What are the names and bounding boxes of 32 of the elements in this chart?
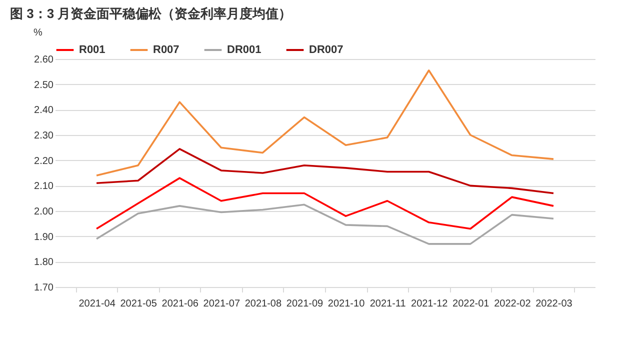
- chart-title: 图 3：3 月资金面平稳偏松（资金利率月度均值）: [10, 6, 292, 21]
- line-series: [96, 148, 554, 194]
- y-tick-label: 2.40: [34, 105, 54, 116]
- legend-label: R001: [79, 44, 106, 56]
- y-tick-label: 2.60: [34, 54, 54, 66]
- legend-label: DR001: [227, 44, 262, 56]
- y-tick-label: 1.80: [34, 257, 54, 268]
- x-tick-label: 2021-08: [244, 298, 282, 310]
- x-tick-label: 2021-05: [120, 298, 158, 310]
- line-series: [96, 204, 554, 245]
- legend-label: DR007: [309, 44, 344, 56]
- y-tick-label: 2.30: [34, 130, 54, 142]
- y-tick-label: 2.10: [34, 181, 54, 192]
- y-tick-label: 2.20: [34, 156, 54, 167]
- x-tick-label: 2021-09: [286, 298, 324, 310]
- x-tick-label: 2021-11: [370, 298, 406, 310]
- x-tick-label: 2022-01: [452, 298, 490, 310]
- x-tick-label: 2021-06: [162, 298, 199, 310]
- legend-label: R007: [153, 44, 180, 56]
- y-tick-label: 2.50: [34, 80, 54, 91]
- x-tick-label: 2021-07: [203, 298, 240, 310]
- line-series: [96, 70, 554, 176]
- x-tick-label: 2021-12: [410, 298, 448, 310]
- x-tick-label: 2021-04: [78, 298, 116, 310]
- y-tick-label: 1.70: [34, 282, 54, 294]
- line-series: [96, 177, 554, 230]
- y-tick-label: 1.90: [34, 232, 54, 243]
- x-tick-label: 2022-02: [494, 298, 532, 310]
- x-tick-label: 2022-03: [536, 298, 573, 310]
- y-tick-label: 2.00: [34, 206, 54, 218]
- y-axis-title: %: [34, 28, 42, 38]
- x-tick-label: 2021-10: [328, 298, 366, 310]
